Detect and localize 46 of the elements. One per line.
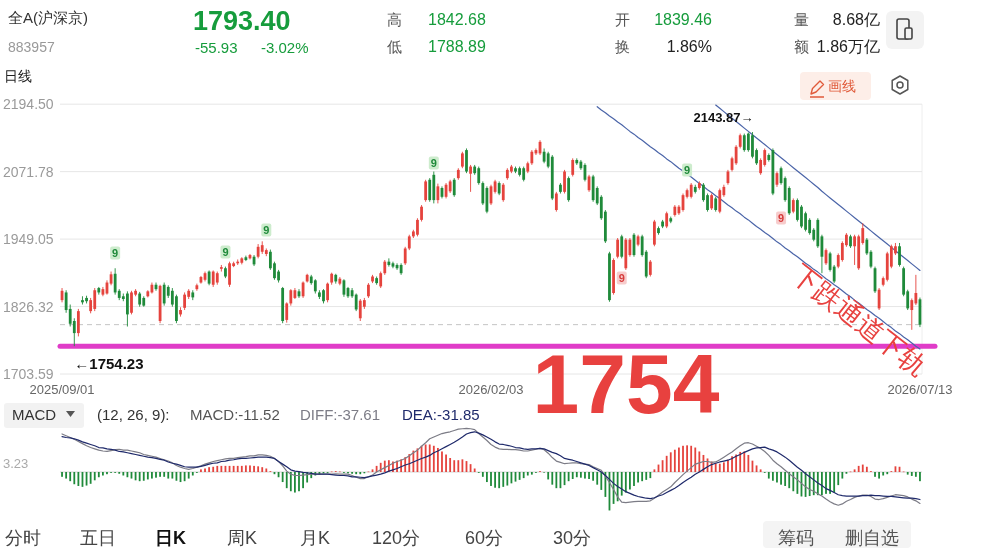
text: 60分	[465, 528, 504, 548]
text: 月K	[300, 528, 331, 548]
text: 周K	[227, 528, 258, 548]
x-tick-label: 2026/07/13	[887, 382, 953, 397]
text: 1839.46	[654, 11, 713, 28]
text: -3.02%	[261, 39, 309, 56]
y-tick-label: 1703.59	[3, 366, 54, 382]
text: 筹码	[778, 528, 814, 548]
annotation: 下跌通道下轨	[786, 259, 933, 383]
y-tick-label: 2071.78	[3, 163, 54, 180]
text: 1.86%	[666, 38, 712, 55]
text: 分时	[5, 528, 41, 548]
y-tick-label: 1949.05	[3, 231, 54, 248]
text: 删自选	[845, 528, 899, 548]
text: 30分	[553, 528, 592, 548]
text: 1793.40	[193, 6, 291, 36]
chart-title: 全A(沪深京)	[8, 9, 88, 26]
series-label: DEA:-31.85	[402, 406, 480, 423]
text: 1842.68	[428, 11, 486, 28]
chart-subtitle: (12, 26, 9):	[97, 406, 170, 423]
chart-subtitle: 883957	[8, 39, 55, 55]
x-tick-label: 2026/02/03	[458, 382, 524, 397]
text: 换	[615, 38, 630, 55]
text: 8.68亿	[832, 11, 880, 28]
y-tick-label: 2194.50	[3, 96, 54, 113]
text: 120分	[372, 528, 421, 548]
text: 画线	[828, 78, 856, 94]
text: 额	[794, 38, 809, 55]
text: 开	[615, 11, 630, 28]
text: 量	[794, 11, 809, 28]
text: DIFF:-37.61	[300, 406, 381, 423]
text: -55.93	[195, 39, 238, 56]
ref-line-label: 1754	[532, 337, 720, 432]
text: 3.23	[3, 456, 29, 471]
text: 日线	[4, 68, 32, 84]
text: 日K	[155, 528, 186, 548]
chart-title: MACD	[12, 406, 57, 423]
text: 高	[387, 11, 402, 28]
text: 低	[387, 38, 402, 55]
text: 1.86万亿	[816, 38, 880, 55]
annotation: ←1754.23	[74, 355, 144, 373]
text: 1788.89	[428, 38, 486, 55]
y-tick-label: 1826.32	[3, 298, 54, 315]
x-tick-label: 2025/09/01	[29, 382, 95, 397]
text: MACD:-11.52	[190, 406, 280, 423]
text: 五日	[80, 528, 116, 548]
